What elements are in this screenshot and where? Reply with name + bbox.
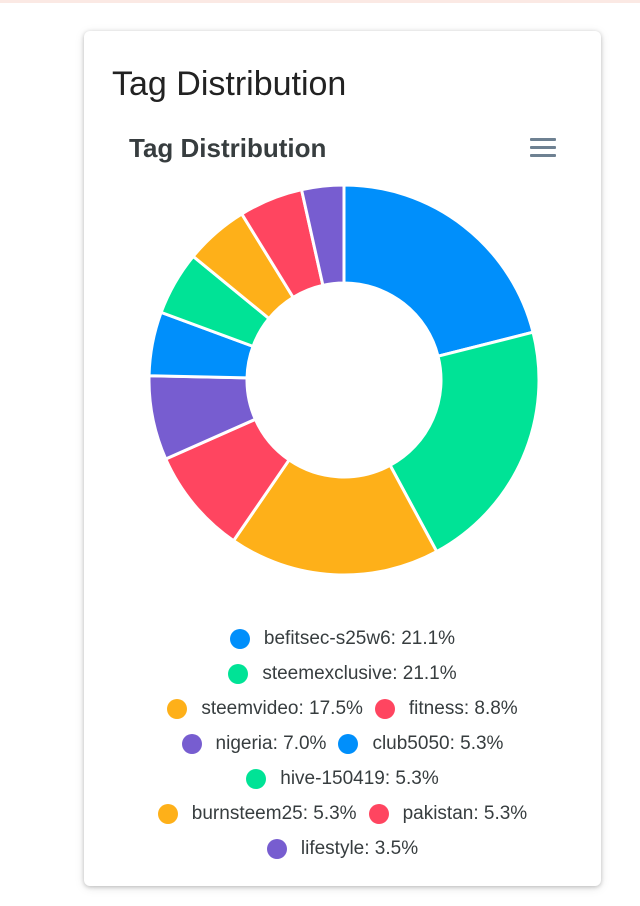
legend-item-hive-150419[interactable]: hive-150419: 5.3% <box>246 767 439 790</box>
donut-slice-lifestyle[interactable] <box>299 183 346 288</box>
legend-item-steemvideo[interactable]: steemvideo: 17.5% <box>167 698 363 720</box>
card-title: Tag Distribution <box>112 65 347 103</box>
legend-row: steemexclusive: 21.1% <box>84 656 601 691</box>
legend-item-pakistan[interactable]: pakistan: 5.3% <box>368 802 528 825</box>
legend-item-befitsec-s25w6[interactable]: befitsec-s25w6: 21.1% <box>229 627 456 650</box>
legend-item-steemexclusive[interactable]: steemexclusive: 21.1% <box>228 662 457 685</box>
chart-title: Tag Distribution <box>129 133 327 163</box>
legend-label: befitsec-s25w6: 21.1% <box>263 627 456 649</box>
legend-item-fitness[interactable]: fitness: 8.8% <box>374 697 518 720</box>
legend-item-burnsteem25[interactable]: burnsteem25: 5.3% <box>157 802 357 825</box>
legend-marker <box>338 733 359 754</box>
hamburger-menu-icon <box>530 138 556 141</box>
legend-marker <box>157 803 178 824</box>
legend-marker <box>368 803 389 824</box>
legend-row: burnsteem25: 5.3% pakistan: 5.3% <box>84 796 601 831</box>
legend-row: hive-150419: 5.3% <box>84 761 601 796</box>
legend-label: steemexclusive: 21.1% <box>262 662 457 684</box>
legend-label: lifestyle: 3.5% <box>300 837 419 859</box>
donut-slice-befitsec-s25w6[interactable] <box>342 183 535 359</box>
legend-marker <box>167 698 188 719</box>
legend-label: pakistan: 5.3% <box>402 802 528 824</box>
chart-menu-button[interactable] <box>527 135 559 161</box>
top-border-line <box>0 0 640 3</box>
legend-marker <box>229 628 250 649</box>
donut-slice-steemexclusive[interactable] <box>388 330 541 554</box>
legend-marker <box>374 698 395 719</box>
donut-slice-steemvideo[interactable] <box>231 457 439 577</box>
legend-item-nigeria[interactable]: nigeria: 7.0% <box>181 732 327 755</box>
legend-row: lifestyle: 3.5% <box>84 831 601 866</box>
donut-chart <box>147 183 541 577</box>
legend-label: hive-150419: 5.3% <box>280 767 439 789</box>
legend-marker <box>228 663 249 684</box>
chart-legend: befitsec-s25w6: 21.1% steemexclusive: 21.… <box>84 621 601 866</box>
legend-item-club5050[interactable]: club5050: 5.3% <box>338 733 503 755</box>
tag-distribution-card: Tag Distribution Tag Distribution befits… <box>84 31 601 886</box>
legend-row: steemvideo: 17.5% fitness: 8.8% <box>84 691 601 726</box>
legend-marker <box>246 768 267 789</box>
legend-row: befitsec-s25w6: 21.1% <box>84 621 601 656</box>
legend-label: club5050: 5.3% <box>372 732 504 754</box>
legend-marker <box>181 733 202 754</box>
legend-item-lifestyle[interactable]: lifestyle: 3.5% <box>266 837 419 860</box>
legend-label: burnsteem25: 5.3% <box>191 802 357 824</box>
legend-row: nigeria: 7.0% club5050: 5.3% <box>84 726 601 761</box>
legend-label: steemvideo: 17.5% <box>201 697 363 719</box>
legend-marker <box>266 838 287 859</box>
legend-label: nigeria: 7.0% <box>215 732 327 754</box>
legend-label: fitness: 8.8% <box>408 697 518 719</box>
